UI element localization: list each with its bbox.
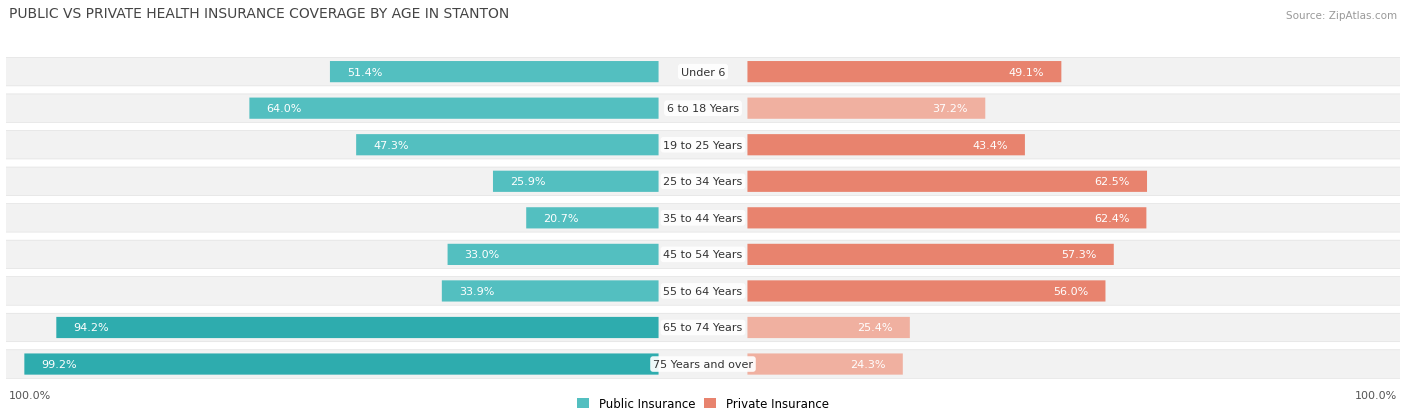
Text: 62.4%: 62.4% <box>1094 214 1129 223</box>
Text: 100.0%: 100.0% <box>8 390 51 400</box>
Text: Under 6: Under 6 <box>681 67 725 78</box>
Text: 24.3%: 24.3% <box>851 359 886 369</box>
Text: 25.4%: 25.4% <box>858 323 893 333</box>
FancyBboxPatch shape <box>6 168 1400 196</box>
FancyBboxPatch shape <box>6 58 1400 87</box>
FancyBboxPatch shape <box>748 317 910 338</box>
FancyBboxPatch shape <box>748 171 1147 192</box>
Text: 20.7%: 20.7% <box>543 214 579 223</box>
Text: 94.2%: 94.2% <box>73 323 110 333</box>
Text: 100.0%: 100.0% <box>1355 390 1398 400</box>
FancyBboxPatch shape <box>748 208 1146 229</box>
Text: 56.0%: 56.0% <box>1053 286 1088 296</box>
Text: 45 to 54 Years: 45 to 54 Years <box>664 250 742 260</box>
Text: 65 to 74 Years: 65 to 74 Years <box>664 323 742 333</box>
Text: 55 to 64 Years: 55 to 64 Years <box>664 286 742 296</box>
FancyBboxPatch shape <box>748 98 986 119</box>
FancyBboxPatch shape <box>6 313 1400 342</box>
Text: 75 Years and over: 75 Years and over <box>652 359 754 369</box>
FancyBboxPatch shape <box>356 135 658 156</box>
FancyBboxPatch shape <box>6 204 1400 233</box>
Text: 57.3%: 57.3% <box>1062 250 1097 260</box>
Text: 6 to 18 Years: 6 to 18 Years <box>666 104 740 114</box>
FancyBboxPatch shape <box>24 354 658 375</box>
FancyBboxPatch shape <box>6 95 1400 123</box>
Text: 51.4%: 51.4% <box>347 67 382 78</box>
FancyBboxPatch shape <box>56 317 658 338</box>
Text: 64.0%: 64.0% <box>267 104 302 114</box>
Text: 35 to 44 Years: 35 to 44 Years <box>664 214 742 223</box>
Text: 47.3%: 47.3% <box>373 140 409 150</box>
FancyBboxPatch shape <box>494 171 658 192</box>
Text: 43.4%: 43.4% <box>973 140 1008 150</box>
FancyBboxPatch shape <box>249 98 658 119</box>
FancyBboxPatch shape <box>748 244 1114 265</box>
Legend: Public Insurance, Private Insurance: Public Insurance, Private Insurance <box>578 397 828 410</box>
FancyBboxPatch shape <box>6 350 1400 378</box>
FancyBboxPatch shape <box>526 208 658 229</box>
Text: 99.2%: 99.2% <box>41 359 77 369</box>
FancyBboxPatch shape <box>748 135 1025 156</box>
FancyBboxPatch shape <box>748 281 1105 302</box>
Text: Source: ZipAtlas.com: Source: ZipAtlas.com <box>1286 11 1398 21</box>
FancyBboxPatch shape <box>6 277 1400 306</box>
Text: 62.5%: 62.5% <box>1094 177 1130 187</box>
Text: 37.2%: 37.2% <box>932 104 969 114</box>
FancyBboxPatch shape <box>748 62 1062 83</box>
Text: 25 to 34 Years: 25 to 34 Years <box>664 177 742 187</box>
Text: PUBLIC VS PRIVATE HEALTH INSURANCE COVERAGE BY AGE IN STANTON: PUBLIC VS PRIVATE HEALTH INSURANCE COVER… <box>8 7 509 21</box>
FancyBboxPatch shape <box>748 354 903 375</box>
FancyBboxPatch shape <box>441 281 658 302</box>
FancyBboxPatch shape <box>6 240 1400 269</box>
FancyBboxPatch shape <box>6 131 1400 159</box>
Text: 25.9%: 25.9% <box>510 177 546 187</box>
Text: 19 to 25 Years: 19 to 25 Years <box>664 140 742 150</box>
Text: 33.9%: 33.9% <box>458 286 495 296</box>
FancyBboxPatch shape <box>447 244 658 265</box>
Text: 33.0%: 33.0% <box>464 250 501 260</box>
FancyBboxPatch shape <box>330 62 658 83</box>
Text: 49.1%: 49.1% <box>1008 67 1045 78</box>
